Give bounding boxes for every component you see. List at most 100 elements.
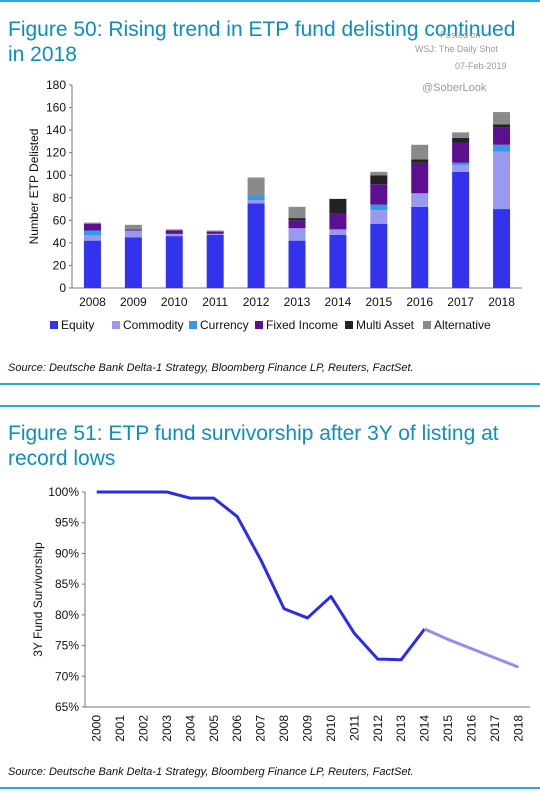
x-tick-label: 2013	[284, 295, 311, 309]
bar-segment	[247, 195, 265, 201]
y-tick-label: 180	[46, 78, 66, 92]
y-tick-label: 80%	[55, 608, 79, 622]
bar-segment	[288, 206, 306, 219]
x-tick-label: 2018	[488, 295, 515, 309]
bar-segment	[247, 203, 265, 288]
y-tick-label: 90%	[55, 546, 79, 560]
figure-50-title-line2: in 2018	[8, 43, 77, 66]
bar-segment	[165, 233, 183, 237]
y-tick-label: 40	[53, 236, 67, 250]
y-tick-label: 70%	[55, 669, 79, 683]
survivorship-line-projected	[423, 627, 519, 669]
bar-segment	[83, 234, 101, 241]
x-tick-label: 2018	[511, 715, 525, 742]
bar-segment	[124, 229, 142, 231]
bar-segment	[288, 220, 306, 229]
bar-segment	[452, 138, 470, 143]
bar-segment	[370, 184, 388, 205]
bar-segment	[206, 234, 224, 288]
figure-50-bottom-rule	[0, 383, 540, 385]
bar-segment	[411, 159, 429, 163]
legend-swatch	[423, 321, 431, 329]
x-tick-label: 2010	[324, 715, 338, 742]
x-tick-label: 2016	[464, 715, 478, 742]
legend-swatch	[50, 321, 58, 329]
bar-segment	[165, 229, 183, 231]
legend-swatch	[345, 321, 353, 329]
y-tick-label: 85%	[55, 577, 79, 591]
x-tick-label: 2011	[202, 295, 228, 309]
figure-51-title: Figure 51: ETP fund survivorship after 3…	[8, 421, 499, 471]
x-tick-label: 2001	[113, 715, 127, 742]
figure-50-source: Source: Deutsche Bank Delta-1 Strategy, …	[8, 362, 414, 374]
bar-segment	[452, 162, 470, 166]
y-tick-label: 0	[59, 281, 66, 295]
bar-segment	[165, 236, 183, 288]
figure-51-chart: 65% 70% 75% 80% 85% 90% 95% 100% 3Y Fund Survivo…	[31, 485, 530, 742]
bar-segment	[247, 200, 265, 204]
bar-segment	[329, 234, 347, 288]
figure-51-source: Source: Deutsche Bank Delta-1 Strategy, …	[8, 766, 414, 778]
bar-segment	[493, 151, 511, 210]
watermark-publisher: WSJ: The Daily Shot	[415, 44, 498, 54]
figure-51-bottom-rule	[0, 787, 540, 789]
x-tick-label: 2016	[406, 295, 433, 309]
bar-segment	[493, 124, 511, 128]
bar-segment	[452, 142, 470, 163]
legend-swatch	[255, 321, 263, 329]
bar-segment	[493, 144, 511, 152]
legend-label: Equity	[61, 318, 94, 332]
figure-51-top-rule	[0, 405, 540, 407]
legend-swatch	[189, 321, 197, 329]
x-tick-label: 2017	[447, 295, 474, 309]
x-tick-label: 2009	[120, 295, 147, 309]
y-tick-label: 65%	[55, 700, 79, 714]
bar-segment	[288, 228, 306, 241]
x-tick-label: 2004	[183, 715, 197, 742]
bar-segment	[83, 222, 101, 224]
watermark-handle: @SoberLook	[422, 82, 487, 94]
x-tick-label: 2015	[365, 295, 392, 309]
bar-segment	[493, 127, 511, 145]
bar-segment	[83, 240, 101, 288]
x-tick-label: 2017	[488, 715, 502, 742]
x-tick-label: 2010	[161, 295, 188, 309]
bar-segment	[165, 230, 183, 234]
x-tick-label: 2015	[441, 715, 455, 742]
bar-segment	[329, 229, 347, 235]
bar-segment	[206, 230, 224, 232]
watermark-posted-on: Posted on	[440, 30, 481, 40]
x-tick-label: 2002	[137, 715, 151, 742]
x-tick-label: 2006	[230, 715, 244, 742]
bar-segment	[83, 230, 101, 235]
x-tick-label: 2000	[90, 715, 104, 742]
figure-51: Figure 51: ETP fund survivorship after 3…	[0, 405, 540, 793]
y-axis-label: Number ETP Delisted	[27, 129, 41, 245]
y-tick-label: 60	[53, 213, 67, 227]
x-tick-label: 2003	[160, 715, 174, 742]
bar-segment	[411, 162, 429, 194]
bar-segment	[452, 171, 470, 288]
bar-segment	[370, 204, 388, 211]
figure-51-title-line2: record lows	[8, 447, 116, 470]
figure-50: Figure 50: Rising trend in ETP fund deli…	[0, 0, 540, 388]
figure-51-title-line1: Figure 51: ETP fund survivorship after 3…	[8, 422, 499, 445]
bar-segment	[370, 175, 388, 185]
x-tick-label: 2012	[371, 715, 385, 742]
x-tick-label: 2014	[418, 715, 432, 742]
y-tick-label: 80	[53, 191, 67, 205]
y-tick-label: 100%	[48, 485, 79, 499]
x-tick-label: 2011	[347, 715, 361, 741]
bar-segment	[411, 206, 429, 288]
x-tick-label: 2008	[79, 295, 106, 309]
bar-segment	[124, 237, 142, 288]
survivorship-line	[96, 490, 426, 662]
y-tick-label: 100	[46, 168, 66, 182]
x-tick-label: 2014	[325, 295, 352, 309]
figure-50-title-line1: Figure 50: Rising trend in ETP fund deli…	[8, 18, 516, 41]
bar-segment	[206, 231, 224, 234]
figure-50-title: Figure 50: Rising trend in ETP fund deli…	[8, 17, 515, 67]
bar-segment	[124, 230, 142, 238]
y-tick-label: 160	[46, 101, 66, 115]
figure-50-chart: 0 20 40 60 80 100 120 140 160 180 Number ETP Delis…	[27, 78, 522, 332]
